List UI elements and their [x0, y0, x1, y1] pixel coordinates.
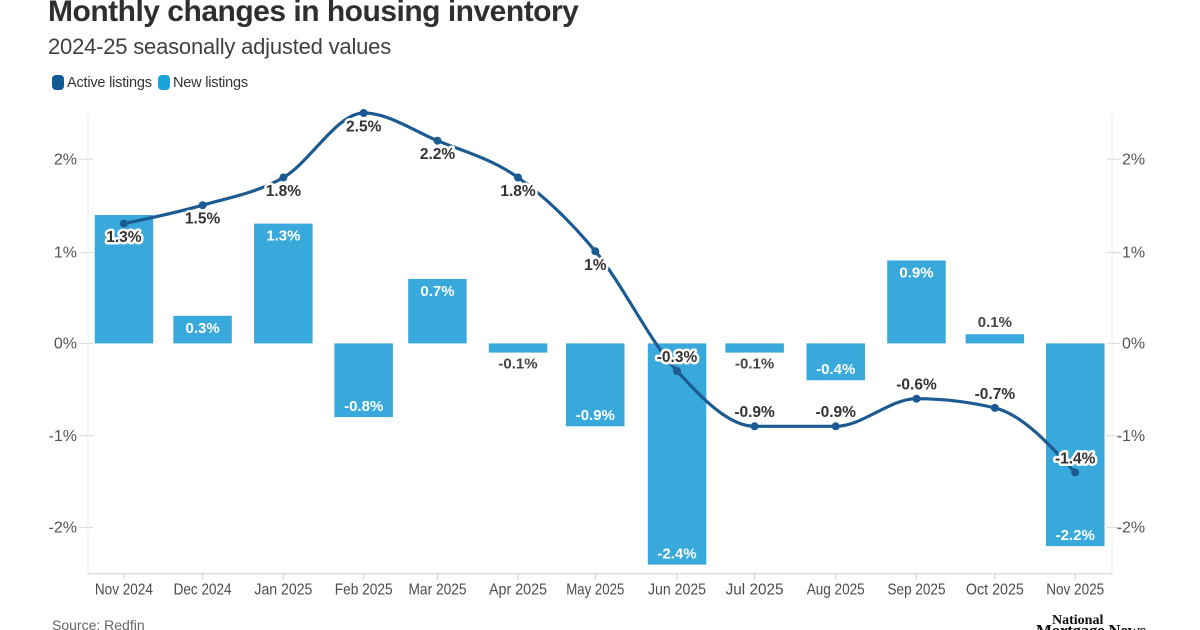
svg-text:0.7%: 0.7%: [420, 283, 454, 300]
svg-text:1%: 1%: [54, 245, 77, 262]
svg-text:1.8%: 1.8%: [500, 183, 536, 200]
svg-text:0.3%: 0.3%: [185, 320, 219, 337]
svg-text:2.2%: 2.2%: [420, 146, 456, 163]
svg-text:2%: 2%: [1122, 151, 1145, 168]
svg-text:Sep 2025: Sep 2025: [888, 582, 946, 599]
svg-text:1.8%: 1.8%: [266, 183, 302, 200]
svg-text:1.5%: 1.5%: [185, 211, 221, 228]
svg-text:Oct 2025: Oct 2025: [966, 582, 1024, 599]
svg-text:-1.4%: -1.4%: [1055, 450, 1096, 467]
svg-text:-2%: -2%: [1117, 520, 1145, 537]
svg-text:-0.8%: -0.8%: [344, 398, 383, 415]
svg-text:Nov 2024: Nov 2024: [95, 582, 153, 599]
svg-text:-1%: -1%: [1117, 428, 1145, 445]
svg-text:-0.1%: -0.1%: [735, 355, 774, 372]
svg-text:Aug 2025: Aug 2025: [807, 582, 865, 599]
svg-text:-0.1%: -0.1%: [498, 355, 537, 372]
svg-text:Nov 2025: Nov 2025: [1046, 582, 1104, 599]
svg-text:Jun 2025: Jun 2025: [648, 582, 706, 599]
svg-text:1%: 1%: [1122, 245, 1145, 262]
svg-text:-0.3%: -0.3%: [657, 349, 698, 366]
svg-text:0%: 0%: [1122, 336, 1145, 353]
svg-text:2.5%: 2.5%: [346, 119, 382, 136]
svg-text:-1%: -1%: [49, 428, 77, 445]
svg-text:Apr 2025: Apr 2025: [489, 582, 547, 599]
svg-text:-0.7%: -0.7%: [975, 386, 1016, 403]
svg-text:0.9%: 0.9%: [899, 265, 933, 282]
svg-text:1.3%: 1.3%: [266, 228, 300, 245]
svg-text:-2%: -2%: [49, 520, 77, 537]
svg-text:2%: 2%: [54, 151, 77, 168]
svg-text:Jul 2025: Jul 2025: [726, 582, 784, 599]
svg-text:Mar 2025: Mar 2025: [409, 582, 467, 599]
svg-text:-0.4%: -0.4%: [816, 361, 855, 378]
svg-text:Dec 2024: Dec 2024: [174, 582, 232, 599]
svg-text:-0.9%: -0.9%: [576, 407, 615, 424]
svg-text:0%: 0%: [54, 336, 77, 353]
svg-text:May 2025: May 2025: [566, 582, 624, 599]
svg-text:-0.9%: -0.9%: [734, 404, 775, 421]
svg-text:-2.2%: -2.2%: [1056, 527, 1095, 544]
svg-text:-0.6%: -0.6%: [896, 377, 937, 394]
svg-text:1.3%: 1.3%: [106, 229, 142, 246]
svg-text:1%: 1%: [584, 257, 607, 274]
svg-text:Feb 2025: Feb 2025: [335, 582, 393, 599]
svg-text:0.1%: 0.1%: [978, 314, 1012, 331]
svg-text:-0.9%: -0.9%: [815, 404, 856, 421]
svg-text:Jan 2025: Jan 2025: [254, 582, 312, 599]
svg-text:-2.4%: -2.4%: [657, 545, 696, 562]
